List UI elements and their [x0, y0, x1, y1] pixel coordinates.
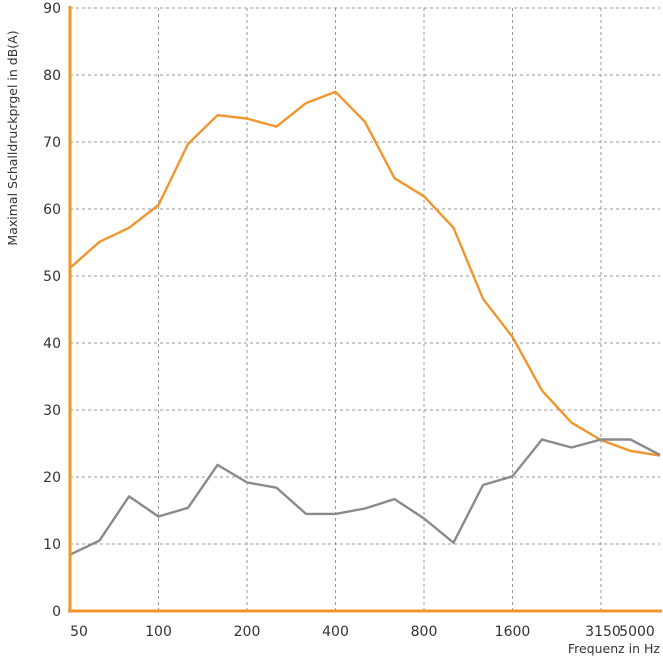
x-tick-label-1600: 1600	[495, 624, 531, 640]
y-tick-label-40: 40	[43, 336, 61, 352]
x-tick-label-800: 800	[411, 624, 438, 640]
grid-lines	[70, 7, 660, 611]
x-tick-label-100: 100	[145, 624, 172, 640]
y-tick-label-30: 30	[43, 403, 61, 419]
x-tick-label-400: 400	[322, 624, 349, 640]
y-tick-label-60: 60	[43, 202, 61, 218]
series-line-2	[69, 438, 661, 556]
y-tick-label-90: 90	[43, 1, 61, 17]
y-tick-label-70: 70	[43, 135, 61, 151]
series-lines	[69, 90, 661, 556]
y-tick-label-20: 20	[43, 470, 61, 486]
y-axis-title: Maximal Schalldruckprgel in dB(A)	[5, 30, 20, 245]
y-tick-label-50: 50	[43, 269, 61, 285]
y-tick-label-0: 0	[52, 604, 61, 620]
tick-labels: 0 10 20 30 40 50 60 70 80 90 50 100 200 400 800 1600 315…	[43, 1, 655, 640]
x-axis-title: Frequenz in Hz	[568, 641, 661, 656]
x-tick-label-3150: 3150	[585, 624, 621, 640]
y-tick-label-10: 10	[43, 537, 61, 553]
x-tick-label-200: 200	[234, 624, 261, 640]
series-line-1	[69, 90, 661, 457]
x-tick-label-5000: 5000	[619, 624, 655, 640]
x-tick-label-50: 50	[70, 624, 88, 640]
y-tick-label-80: 80	[43, 68, 61, 84]
axes	[68, 6, 662, 613]
